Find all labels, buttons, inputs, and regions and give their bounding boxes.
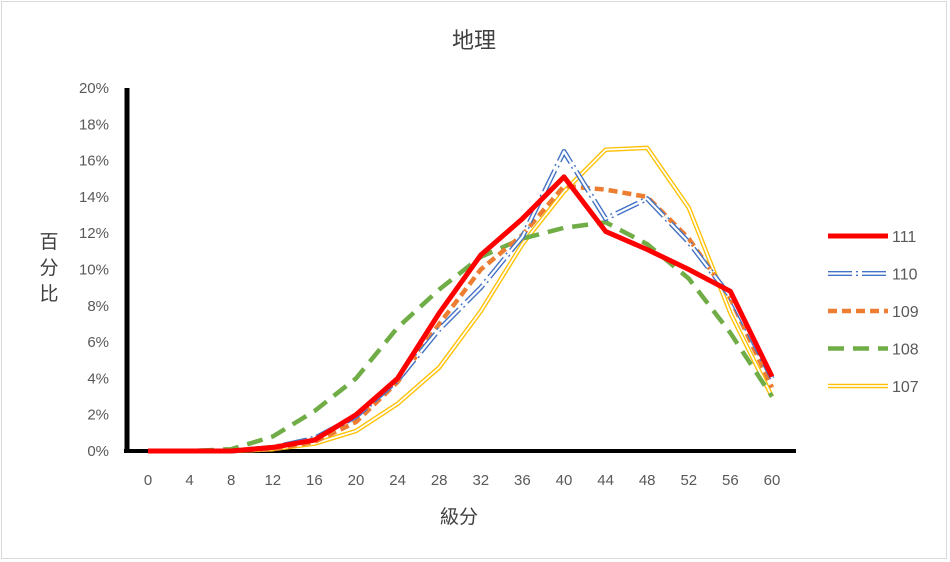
x-tick-label: 16 bbox=[306, 472, 323, 489]
x-tick-label: 52 bbox=[680, 472, 697, 489]
y-tick-label: 10% bbox=[79, 262, 109, 279]
x-tick-label: 4 bbox=[185, 472, 193, 489]
x-tick-label: 36 bbox=[514, 472, 531, 489]
legend-item-107: 107 bbox=[828, 379, 919, 396]
x-tick-label: 0 bbox=[144, 472, 152, 489]
series-109 bbox=[148, 183, 775, 454]
x-tick-label: 44 bbox=[597, 472, 614, 489]
x-tick-label: 12 bbox=[264, 472, 281, 489]
x-tick-label: 32 bbox=[472, 472, 489, 489]
x-tick-label: 48 bbox=[639, 472, 656, 489]
x-tick-label: 56 bbox=[722, 472, 739, 489]
legend-label: 108 bbox=[892, 342, 919, 359]
series-line-107 bbox=[148, 147, 773, 452]
y-tick-label: 16% bbox=[79, 153, 109, 170]
x-axis-title: 級分 bbox=[440, 506, 478, 528]
y-tick-label: 18% bbox=[79, 116, 109, 133]
y-tick-label: 14% bbox=[79, 189, 109, 206]
legend-item-110: 110 bbox=[828, 267, 918, 284]
legend-label: 111 bbox=[892, 229, 916, 246]
legend-label: 107 bbox=[892, 379, 919, 396]
legend: 111 110 109 108 107 bbox=[828, 229, 919, 396]
chart-title: 地理 bbox=[452, 29, 496, 54]
y-tick-label: 0% bbox=[87, 443, 109, 460]
x-tick-label: 28 bbox=[431, 472, 448, 489]
y-tick-label: 20% bbox=[79, 80, 109, 97]
legend-item-109: 109 bbox=[828, 304, 919, 321]
y-tick-label: 2% bbox=[87, 407, 109, 424]
series-107 bbox=[148, 145, 775, 454]
series-111 bbox=[148, 174, 775, 454]
x-tick-label: 24 bbox=[389, 472, 406, 489]
legend-item-111: 111 bbox=[828, 229, 916, 246]
x-tick-label: 20 bbox=[348, 472, 365, 489]
x-axis-ticks: 0 4 8 12 16 20 24 28 32 36 40 44 48 52 56 60 bbox=[144, 472, 781, 489]
legend-label: 109 bbox=[892, 304, 919, 321]
legend-label: 110 bbox=[892, 267, 918, 284]
y-axis-ticks: 0% 2% 4% 6% 8% 10% 12% 14% 16% 18% 20% bbox=[79, 80, 109, 460]
y-tick-label: 6% bbox=[87, 334, 109, 351]
series-line-111 bbox=[148, 174, 775, 454]
legend-item-108: 108 bbox=[828, 342, 919, 359]
y-tick-label: 12% bbox=[79, 225, 109, 242]
x-tick-label: 8 bbox=[227, 472, 235, 489]
series-layer bbox=[148, 145, 775, 454]
y-tick-label: 4% bbox=[87, 370, 109, 387]
series-line-109 bbox=[148, 183, 775, 454]
y-tick-label: 8% bbox=[87, 298, 109, 315]
x-tick-label: 60 bbox=[764, 472, 781, 489]
x-tick-label: 40 bbox=[556, 472, 573, 489]
y-axis-title: 百分比 bbox=[39, 231, 58, 305]
